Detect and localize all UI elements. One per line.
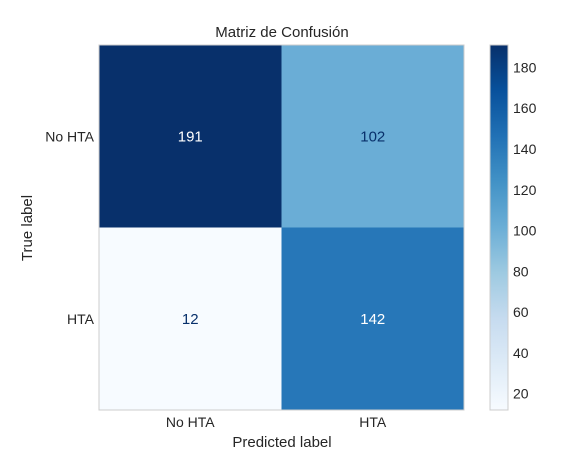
x-tick-label: HTA bbox=[359, 414, 387, 430]
heatmap-cell bbox=[281, 45, 464, 228]
x-tick-labels: No HTA HTA bbox=[166, 414, 387, 430]
y-axis-label: True label bbox=[19, 195, 36, 261]
y-tick-label: No HTA bbox=[45, 128, 94, 144]
colorbar bbox=[489, 44, 509, 411]
heatmap-cells: 191 102 12 142 bbox=[99, 45, 464, 410]
x-tick-label: No HTA bbox=[166, 414, 215, 430]
colorbar-tick-label: 20 bbox=[513, 386, 529, 402]
colorbar-tick-label: 40 bbox=[513, 345, 529, 361]
x-axis-label: Predicted label bbox=[232, 434, 331, 451]
chart-title: Matriz de Confusión bbox=[215, 24, 348, 41]
heatmap-cell bbox=[281, 227, 464, 410]
y-tick-label: HTA bbox=[67, 311, 95, 327]
colorbar-tick-label: 80 bbox=[513, 263, 529, 279]
colorbar-tick-label: 140 bbox=[513, 141, 537, 157]
colorbar-tick-label: 60 bbox=[513, 304, 529, 320]
colorbar-tick-label: 120 bbox=[513, 182, 537, 198]
cell-value-label: 12 bbox=[182, 311, 199, 328]
plot-frame bbox=[98, 44, 465, 411]
colorbar-tick-label: 100 bbox=[513, 223, 537, 239]
colorbar-tick-label: 160 bbox=[513, 100, 537, 116]
cell-value-label: 191 bbox=[178, 128, 203, 145]
heatmap-cell bbox=[99, 45, 282, 228]
y-tick-labels: No HTA HTA bbox=[45, 128, 94, 327]
cell-value-label: 142 bbox=[360, 311, 385, 328]
colorbar-tick-label: 180 bbox=[513, 59, 537, 75]
heatmap-cell bbox=[99, 227, 282, 410]
cell-value-label: 102 bbox=[360, 128, 385, 145]
colorbar-tick-labels: 20 40 60 80 100 120 140 160 180 bbox=[513, 59, 537, 401]
